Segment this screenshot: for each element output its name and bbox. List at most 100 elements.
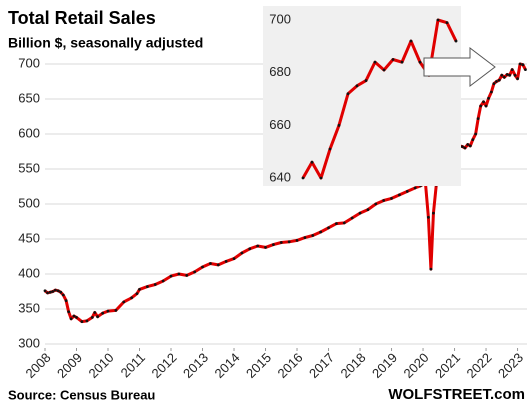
data-point	[264, 246, 267, 249]
x-tick-label: 2018	[338, 350, 369, 381]
data-point	[328, 147, 332, 151]
data-point	[432, 211, 435, 215]
y-tick-label: 500	[18, 195, 40, 210]
x-tick-label: 2022	[464, 350, 495, 381]
data-point	[479, 104, 483, 108]
data-point	[271, 243, 275, 247]
data-point	[80, 320, 84, 323]
y-tick-label: 300	[18, 335, 40, 350]
data-point	[471, 138, 475, 142]
data-point	[85, 319, 89, 323]
data-point	[279, 241, 283, 244]
data-point	[208, 262, 212, 265]
data-point	[310, 160, 314, 164]
data-point	[413, 186, 417, 190]
data-point	[69, 317, 73, 321]
data-point	[72, 314, 76, 318]
data-point	[248, 247, 252, 251]
data-point	[468, 144, 472, 148]
data-point	[93, 311, 97, 314]
data-point	[355, 84, 359, 88]
data-point	[513, 73, 517, 77]
data-point	[398, 193, 401, 197]
data-point	[67, 310, 71, 314]
data-point	[59, 290, 63, 294]
data-point	[461, 145, 464, 149]
data-point	[145, 285, 149, 288]
data-point	[508, 73, 512, 77]
data-point	[516, 77, 519, 81]
x-tick-label: 2008	[22, 350, 53, 381]
data-point	[429, 267, 433, 271]
data-point	[169, 274, 173, 278]
data-point	[510, 68, 514, 71]
arrow	[423, 46, 496, 88]
data-point	[51, 290, 55, 293]
x-tick-label: 2013	[180, 350, 211, 381]
data-point	[418, 60, 422, 64]
x-tick-label: 2015	[243, 350, 274, 381]
x-tick-label: 2017	[306, 350, 337, 381]
y-tick-label: 680	[269, 64, 291, 79]
data-point	[193, 270, 197, 274]
chart-subtitle: Billion $, seasonally adjusted	[8, 35, 203, 51]
y-tick-label: 350	[18, 300, 40, 315]
data-point	[524, 68, 527, 71]
y-tick-label: 650	[18, 90, 40, 105]
data-point	[96, 315, 100, 319]
data-point	[185, 274, 189, 277]
inset-background	[263, 6, 461, 186]
data-point	[409, 39, 413, 43]
data-point	[436, 18, 440, 22]
data-point	[364, 79, 368, 82]
x-tick-label: 2009	[54, 350, 85, 381]
data-point	[474, 132, 478, 136]
data-point	[337, 123, 341, 127]
data-point	[366, 208, 370, 212]
data-point	[358, 211, 362, 215]
data-point	[101, 311, 105, 315]
data-point	[301, 176, 305, 180]
data-point	[64, 299, 68, 302]
data-point	[319, 176, 323, 180]
data-point	[466, 143, 470, 146]
data-point	[224, 260, 228, 263]
y-tick-label: 600	[18, 125, 40, 140]
data-point	[484, 104, 488, 108]
data-point	[373, 60, 377, 64]
data-point	[445, 21, 449, 25]
data-point	[500, 73, 504, 77]
y-tick-label: 400	[18, 265, 40, 280]
data-point	[56, 289, 60, 293]
data-point	[161, 279, 165, 283]
data-point	[497, 78, 501, 82]
data-point	[46, 291, 49, 295]
data-point	[521, 63, 525, 67]
y-tick-label: 700	[18, 55, 40, 70]
data-point	[426, 215, 430, 219]
x-tick-label: 2016	[275, 350, 306, 381]
data-point	[495, 80, 498, 83]
data-point	[216, 263, 220, 267]
data-point	[476, 117, 480, 120]
data-point	[382, 199, 386, 202]
data-point	[490, 90, 493, 94]
x-tick-label: 2014	[212, 350, 243, 381]
source: Source: Census Bureau	[8, 387, 155, 402]
watermark: WOLFSTREET.com	[388, 386, 525, 403]
x-tick-label: 2011	[118, 350, 148, 380]
data-point	[240, 251, 244, 255]
data-point	[75, 316, 78, 319]
data-point	[391, 58, 395, 61]
data-point	[405, 190, 409, 193]
data-point	[138, 288, 141, 291]
data-point	[177, 272, 181, 276]
data-point	[256, 244, 260, 248]
data-point	[106, 309, 110, 313]
data-point	[487, 96, 490, 100]
data-point	[335, 222, 338, 226]
y-tick-label: 450	[18, 230, 40, 245]
data-point	[61, 293, 65, 297]
